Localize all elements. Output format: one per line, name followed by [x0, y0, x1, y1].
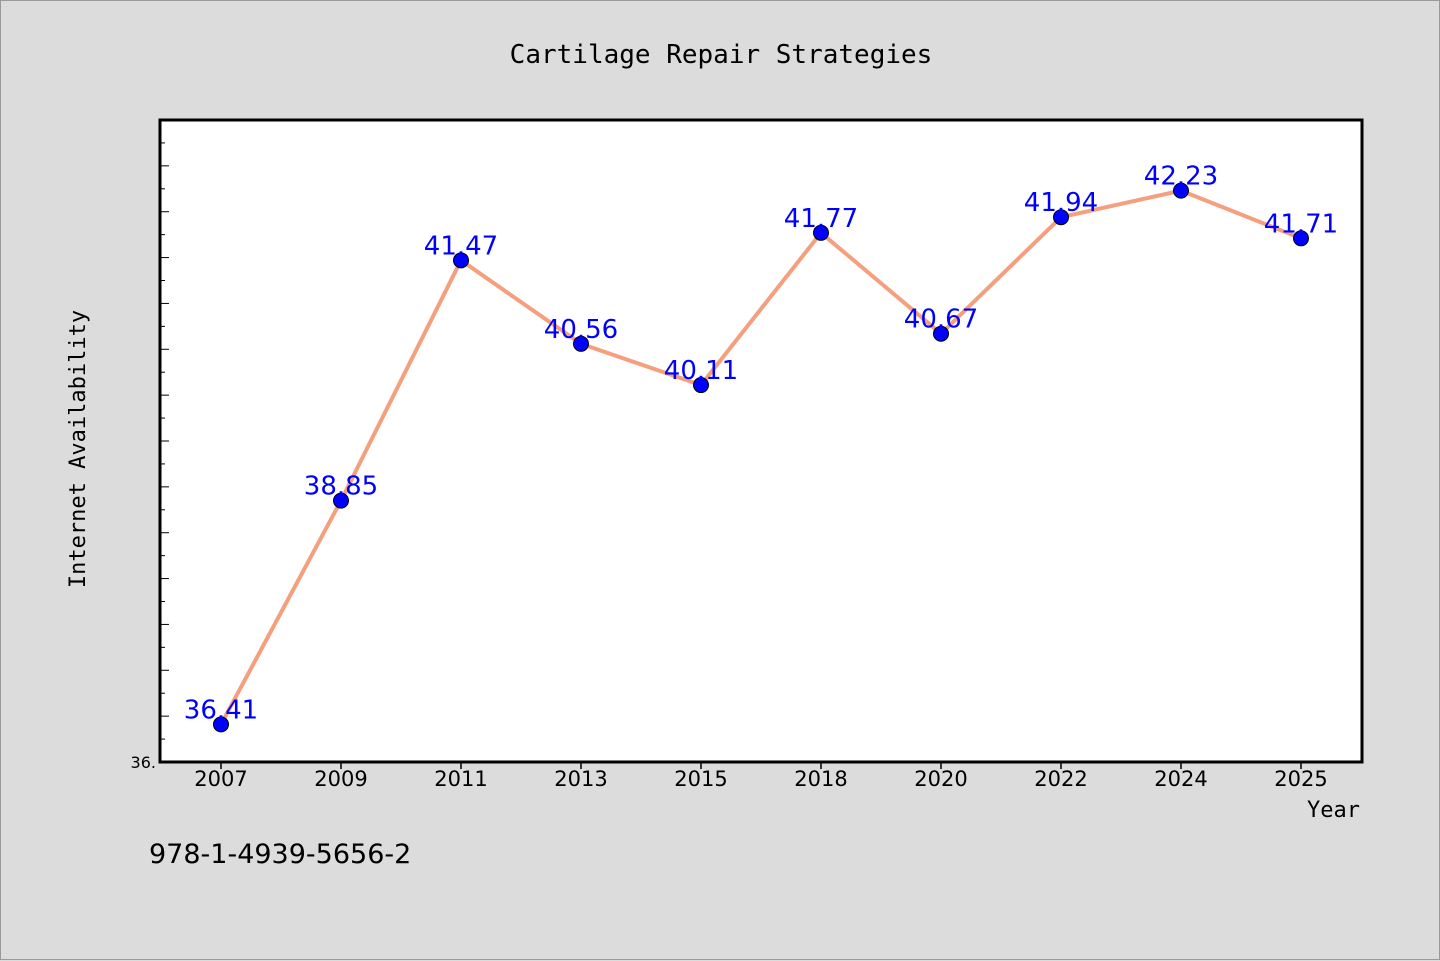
data-label: 40.67 [904, 305, 978, 335]
data-label: 40.56 [544, 315, 618, 345]
series-line-group [219, 188, 1303, 727]
data-point [1293, 230, 1309, 247]
series-line [219, 188, 1303, 727]
x-axis-tick-labels: 2007 2009 2011 2013 2015 2018 2020 2022 2024 2025 [194, 767, 1327, 791]
data-point [1053, 209, 1069, 226]
x-tick-label: 2007 [194, 767, 247, 791]
data-label: 36.41 [184, 695, 258, 725]
x-tick-label: 2009 [314, 767, 367, 791]
data-label: 38.85 [304, 472, 378, 502]
data-label: 41.77 [784, 204, 858, 234]
y-axis-label: Internet Availability [66, 310, 91, 588]
data-point [933, 325, 949, 342]
data-point [213, 716, 229, 733]
x-tick-label: 2020 [914, 767, 967, 791]
x-axis-ticks [220, 762, 1302, 769]
data-label: 40.11 [664, 356, 738, 386]
data-point [813, 224, 829, 241]
x-tick-label: 2018 [794, 767, 847, 791]
y-tick-label: 36. [131, 753, 156, 772]
x-tick-label: 2025 [1274, 767, 1327, 791]
data-label: 41.94 [1024, 188, 1098, 218]
x-tick-label: 2011 [434, 767, 487, 791]
y-axis-tick-labels: 36. [131, 753, 156, 772]
data-point [453, 252, 469, 269]
data-label: 42.23 [1144, 162, 1218, 192]
x-tick-label: 2024 [1154, 767, 1207, 791]
x-tick-label: 2022 [1034, 767, 1087, 791]
data-point [1173, 182, 1189, 199]
data-point [573, 335, 589, 352]
footer-isbn: 978-1-4939-5656-2 [149, 839, 411, 870]
plot-area [158, 118, 1364, 764]
data-point [693, 377, 709, 394]
x-axis-label: Year [1307, 798, 1360, 823]
data-label: 41.47 [424, 231, 498, 261]
data-labels: 36.41 38.85 41.47 40.56 40.11 41.77 40.67 41.94… [184, 162, 1338, 726]
data-label: 41.71 [1264, 209, 1338, 239]
series-markers [213, 182, 1309, 733]
data-point [333, 492, 349, 509]
y-axis-ticks [160, 142, 169, 740]
chart-title: Cartilage Repair Strategies [510, 40, 933, 70]
x-tick-label: 2015 [674, 767, 727, 791]
x-tick-label: 2013 [554, 767, 607, 791]
